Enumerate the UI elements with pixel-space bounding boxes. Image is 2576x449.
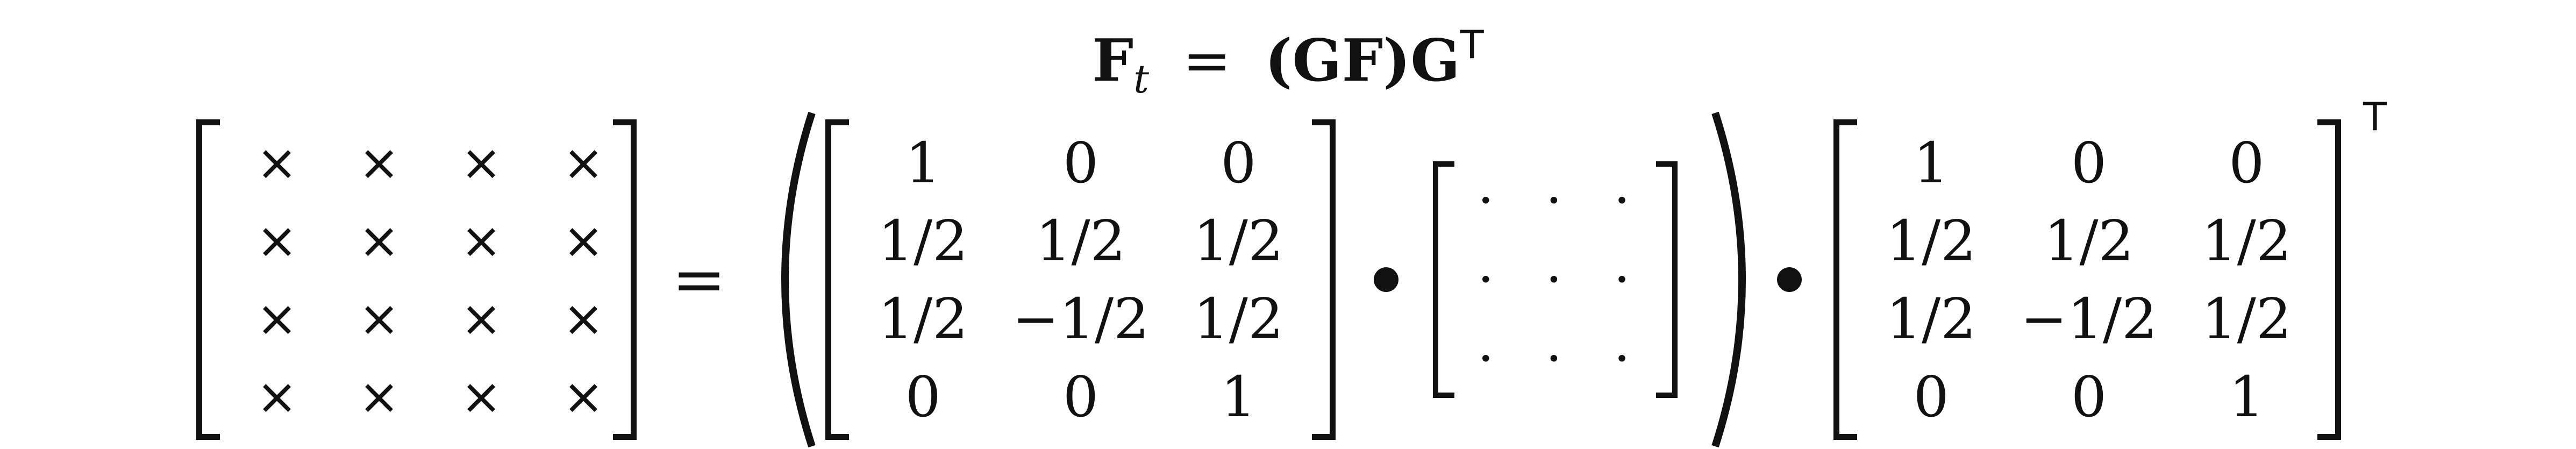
g-left-bracket [825,119,849,440]
gt-matrix-cell: 0 [1913,364,1949,430]
formula-g-transpose: G [1410,27,1460,95]
result-matrix: × × × × × × × × × × × × × × × × [226,124,634,436]
multiply-bullet-1 [1374,267,1398,292]
result-left-bracket [196,119,220,440]
f-matrix-cell: · [1614,170,1630,231]
gt-right-bracket [2317,119,2341,440]
result-matrix-cell: × [562,134,604,191]
result-matrix-cell: × [460,290,502,347]
gt-matrix-cell: 1 [2229,364,2265,430]
g-matrix-cell: 1/2 [1193,208,1284,274]
result-right-bracket [613,119,637,440]
formula-transpose-superscript: T [1460,22,1484,67]
result-matrix-cell: × [256,368,298,425]
f-matrix-cell: · [1545,328,1562,389]
formula-open-paren: ( [1265,27,1293,95]
equals-sign: = [672,242,726,317]
right-parenthesis [1711,111,1746,448]
g-matrix-cell: 1 [1221,364,1257,430]
gt-matrix-cell: 1/2 [2201,208,2292,274]
f-matrix-cell: · [1545,170,1562,231]
gt-matrix-cell: 0 [2229,130,2265,196]
f-matrix-cell: · [1614,249,1630,310]
gt-matrix-cell: 1/2 [2044,208,2134,274]
result-matrix-cell: × [358,212,400,269]
gt-left-bracket [1833,119,1857,440]
g-matrix-cell: 0 [1221,130,1257,196]
g-matrix-cell: 1/2 [877,208,968,274]
g-matrix-cell: 0 [905,364,941,430]
f-matrix-cell: · [1545,249,1562,310]
result-matrix-cell: × [358,134,400,191]
result-matrix-cell: × [562,290,604,347]
gt-matrix-cell: 0 [2071,364,2107,430]
gt-matrix-cell: 1/2 [2201,286,2292,352]
formula-title: Ft = (GF)GT [0,4,2576,102]
result-matrix-cell: × [562,368,604,425]
gt-matrix-cell: 1/2 [1886,286,1976,352]
g-matrix-cell: 1 [905,130,941,196]
g-right-bracket [1312,119,1336,440]
f-matrix-cell: · [1614,328,1630,389]
gt-matrix: 1 0 0 1/2 1/2 1/2 1/2 −1/2 1/2 0 0 1 [1852,124,2325,436]
result-matrix-cell: × [460,368,502,425]
g-matrix-cell: 1/2 [877,286,968,352]
formula-close-paren: ) [1383,27,1411,95]
result-matrix-cell: × [358,368,400,425]
g-matrix-cell: 1/2 [1193,286,1284,352]
result-matrix-cell: × [358,290,400,347]
formula-equals: = [1182,27,1231,95]
result-matrix-cell: × [256,212,298,269]
f-matrix-cell: · [1478,170,1494,231]
f-matrix-cell: · [1478,249,1494,310]
result-matrix-cell: × [562,212,604,269]
g-matrix-cell: 0 [1062,130,1099,196]
gt-matrix-cell: −1/2 [2020,286,2158,352]
f-right-bracket [1656,161,1678,398]
gt-matrix-cell: 0 [2071,130,2107,196]
left-parenthesis [781,111,816,448]
formula-lhs-f: F [1092,27,1134,95]
gt-matrix-cell: 1 [1913,130,1949,196]
f-matrix-cell: · [1478,328,1494,389]
result-matrix-cell: × [460,212,502,269]
formula-lhs-subscript: t [1133,56,1150,102]
result-matrix-cell: × [256,134,298,191]
formula-f: F [1341,27,1383,95]
g-matrix: 1 0 0 1/2 1/2 1/2 1/2 −1/2 1/2 0 0 1 [844,124,1317,436]
g-matrix-cell: 1/2 [1036,208,1126,274]
gt-matrix-cell: 1/2 [1886,208,1976,274]
g-matrix-cell: 0 [1062,364,1099,430]
multiply-bullet-2 [1777,267,1802,292]
result-matrix-cell: × [256,290,298,347]
formula-g: G [1292,27,1342,95]
f-matrix: · · · · · · · · · [1452,161,1656,398]
result-matrix-cell: × [460,134,502,191]
transpose-superscript: T [2363,94,2387,139]
g-matrix-cell: −1/2 [1012,286,1150,352]
f-left-bracket [1433,161,1454,398]
